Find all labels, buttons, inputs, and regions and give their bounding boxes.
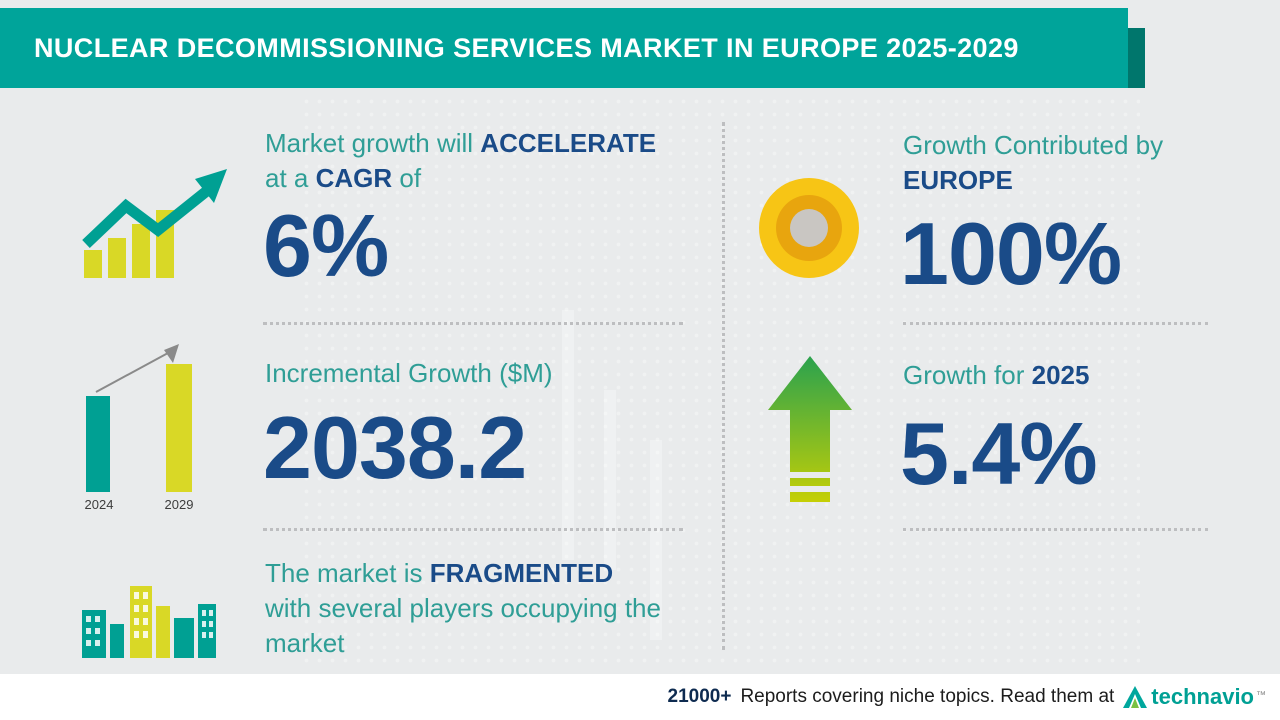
footer-text: Reports covering niche topics. Read them… (740, 686, 1115, 707)
technavio-logo: technavio ™ (1123, 684, 1266, 710)
up-arrow-icon (768, 356, 852, 507)
background-texture-bar (604, 390, 616, 570)
growth-2025-year: 2025 (1031, 360, 1090, 390)
growth-2025-headline: Growth for 2025 (903, 358, 1089, 393)
dotted-divider (903, 322, 1208, 325)
year-label-2029: 2029 (164, 497, 194, 512)
cagr-value: 6% (263, 196, 389, 295)
footer-bar: 21000+ Reports covering niche topics. Re… (0, 674, 1280, 720)
cagr-text: at a (265, 163, 309, 193)
dotted-divider (903, 528, 1208, 531)
trademark-symbol: ™ (1256, 690, 1266, 701)
cagr-text: Market growth will (265, 128, 474, 158)
growth-2025-label: Growth for (903, 360, 1025, 390)
contribution-region: EUROPE (903, 165, 1013, 195)
fragmentation-prefix: The market is (265, 558, 423, 588)
fragmentation-text: The market is FRAGMENTED with several pl… (265, 556, 661, 661)
dotted-divider (263, 528, 683, 531)
incremental-growth-value: 2038.2 (263, 398, 527, 497)
fragmentation-line3: market (265, 628, 345, 658)
background-texture-bar (650, 440, 662, 640)
cagr-keyword-accelerate: ACCELERATE (480, 128, 657, 158)
dotted-divider (263, 322, 683, 325)
page-title: NUCLEAR DECOMMISSIONING SERVICES MARKET … (34, 32, 1019, 63)
fragmentation-line2: with several players occupying the (265, 593, 661, 623)
cagr-headline: Market growth will ACCELERATE at a CAGR … (265, 126, 656, 196)
bar-chart-2024-2029-icon (80, 336, 220, 499)
contribution-value: 100% (900, 204, 1122, 303)
background-texture-bar (562, 310, 574, 560)
year-label-2024: 2024 (84, 497, 114, 512)
growth-2025-value: 5.4% (900, 404, 1098, 503)
cagr-text: of (399, 163, 422, 193)
header-banner: NUCLEAR DECOMMISSIONING SERVICES MARKET … (0, 8, 1128, 88)
world-map-texture (300, 95, 1140, 670)
city-buildings-icon (78, 568, 228, 668)
technavio-logo-mark-icon (1123, 686, 1148, 708)
fragmentation-keyword: FRAGMENTED (429, 558, 614, 588)
technavio-wordmark: technavio (1151, 684, 1254, 709)
growth-trend-icon (82, 166, 232, 283)
contribution-headline: Growth Contributed by EUROPE (903, 128, 1163, 198)
contribution-text: Growth Contributed by (903, 130, 1164, 160)
target-donut-icon (757, 176, 861, 285)
dotted-vertical-divider (722, 122, 725, 650)
cagr-keyword-cagr: CAGR (315, 163, 393, 193)
reports-count: 21000+ (667, 686, 732, 707)
incremental-growth-label: Incremental Growth ($M) (265, 358, 553, 388)
